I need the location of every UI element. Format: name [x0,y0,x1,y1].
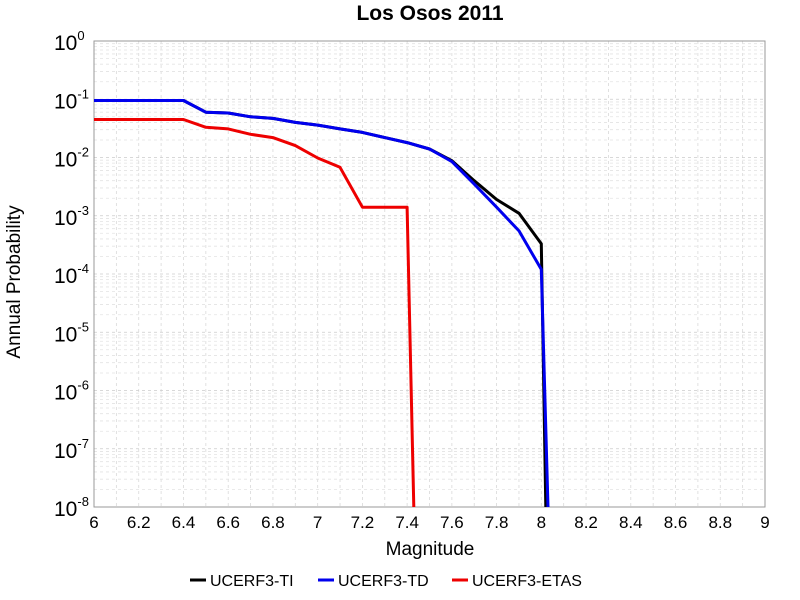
series-line-ucerf3-td [94,99,550,507]
x-tick-label: 6 [89,513,98,532]
x-tick-label: 9 [760,513,769,532]
y-tick-label: 10-6 [54,378,89,405]
y-tick-label: 10-3 [54,203,89,230]
x-tick-label: 7.6 [440,513,464,532]
y-tick-label: 10-7 [54,436,89,463]
y-tick-label: 10-4 [54,261,89,288]
x-tick-label: 8.6 [664,513,688,532]
x-tick-label: 8.4 [619,513,643,532]
x-tick-label: 7.8 [485,513,509,532]
x-tick-label: 8 [537,513,546,532]
legend-label: UCERF3-TI [210,573,294,590]
x-axis-label: Magnitude [386,539,475,560]
y-tick-label: 100 [54,28,85,55]
y-tick-label: 10-8 [54,494,89,521]
y-tick-label: 10-2 [54,145,89,172]
y-tick-labels: 100 10-1 10-2 10-3 10-4 10-5 10-6 10-7 10-8 [54,28,89,521]
legend: UCERF3-TI UCERF3-TD UCERF3-ETAS [190,573,582,590]
grid [93,41,766,508]
x-tick-label: 6.2 [127,513,151,532]
chart-title: Los Osos 2011 [356,2,503,25]
y-tick-label: 10-1 [54,86,89,113]
plot-frame [93,40,766,508]
series-layer [94,99,550,507]
x-tick-label: 7 [313,513,322,532]
legend-label: UCERF3-ETAS [472,573,582,590]
x-tick-label: 7.4 [395,513,419,532]
series-line-ucerf3-etas [94,118,416,507]
x-tick-label: 7.2 [351,513,375,532]
y-tick-label: 10-5 [54,319,89,346]
x-tick-label: 6.8 [261,513,285,532]
x-tick-labels: 6 6.2 6.4 6.6 6.8 7 7.2 7.4 7.6 7.8 8 8.2 8.4 8.6 8.8 9 [89,513,769,532]
x-tick-label: 6.6 [216,513,240,532]
x-tick-label: 6.4 [172,513,196,532]
x-tick-label: 8.2 [574,513,598,532]
legend-label: UCERF3-TD [338,573,429,590]
y-axis-label: Annual Probability [4,205,25,359]
series-line-ucerf3-ti [94,99,548,507]
x-tick-label: 8.8 [708,513,732,532]
